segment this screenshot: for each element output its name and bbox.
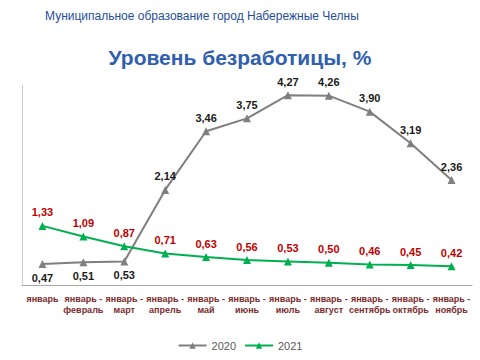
svg-text:0,46: 0,46	[359, 245, 380, 257]
svg-text:0,47: 0,47	[32, 272, 53, 284]
svg-text:3,90: 3,90	[359, 92, 380, 104]
svg-text:январь -: январь -	[433, 294, 471, 304]
svg-text:октябрь: октябрь	[393, 305, 430, 315]
svg-text:Муниципальное образование горо: Муниципальное образование город Набережн…	[45, 9, 359, 23]
svg-text:январь: январь	[26, 294, 59, 304]
svg-text:январь -: январь -	[187, 294, 225, 304]
svg-text:2021: 2021	[278, 340, 302, 352]
svg-text:январь -: январь -	[269, 294, 307, 304]
svg-text:3,19: 3,19	[400, 124, 421, 136]
svg-text:январь -: январь -	[228, 294, 266, 304]
svg-text:1,09: 1,09	[73, 217, 94, 229]
svg-text:0,71: 0,71	[154, 234, 175, 246]
svg-text:4,27: 4,27	[277, 76, 298, 88]
svg-text:0,51: 0,51	[73, 270, 94, 282]
svg-text:август: август	[315, 305, 344, 315]
svg-text:4,26: 4,26	[318, 76, 339, 88]
svg-text:апрель: апрель	[149, 305, 182, 315]
svg-text:2,36: 2,36	[441, 161, 462, 173]
svg-text:январь -: январь -	[146, 294, 184, 304]
svg-text:июнь: июнь	[235, 305, 260, 315]
svg-text:май: май	[198, 305, 215, 315]
svg-text:март: март	[114, 305, 136, 315]
svg-text:ноябрь: ноябрь	[435, 305, 468, 315]
svg-text:0,53: 0,53	[277, 242, 298, 254]
svg-text:январь -: январь -	[310, 294, 348, 304]
svg-text:0,42: 0,42	[441, 247, 462, 259]
svg-text:июль: июль	[276, 305, 301, 315]
svg-text:0,63: 0,63	[195, 238, 216, 250]
svg-text:1,33: 1,33	[32, 206, 53, 218]
svg-text:январь -: январь -	[392, 294, 430, 304]
svg-text:3,75: 3,75	[236, 99, 257, 111]
svg-text:январь -: январь -	[105, 294, 143, 304]
svg-text:Уровень безработицы, %: Уровень безработицы, %	[109, 46, 372, 69]
svg-text:0,87: 0,87	[114, 227, 135, 239]
svg-text:сентябрь: сентябрь	[349, 305, 391, 315]
svg-text:январь -: январь -	[65, 294, 103, 304]
svg-text:февраль: февраль	[63, 305, 104, 315]
svg-text:0,53: 0,53	[114, 269, 135, 281]
svg-text:3,46: 3,46	[195, 112, 216, 124]
svg-text:2020: 2020	[212, 340, 236, 352]
svg-text:январь -: январь -	[351, 294, 389, 304]
svg-text:0,50: 0,50	[318, 243, 339, 255]
svg-text:0,56: 0,56	[236, 241, 257, 253]
svg-text:2,14: 2,14	[154, 170, 176, 182]
svg-text:0,45: 0,45	[400, 246, 421, 258]
